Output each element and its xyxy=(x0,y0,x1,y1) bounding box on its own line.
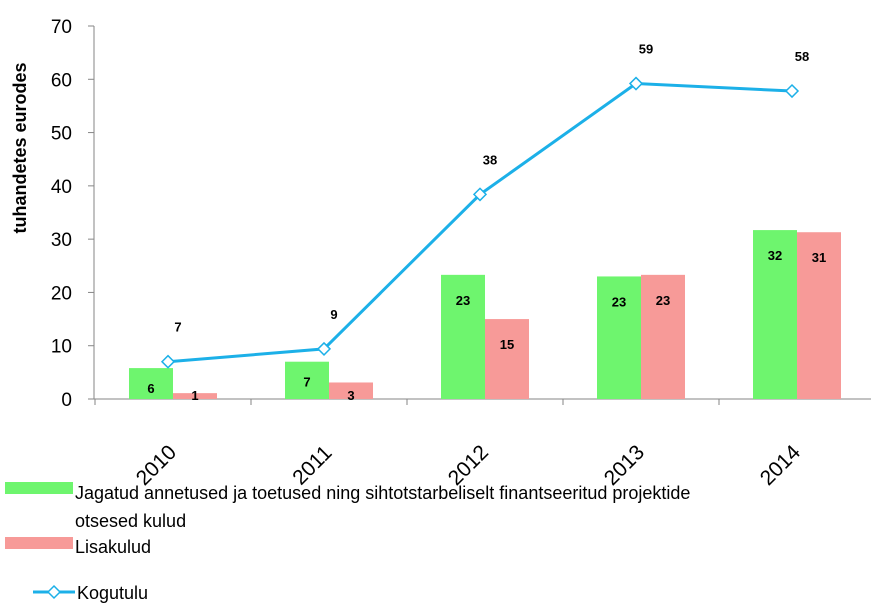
line-point xyxy=(628,76,644,91)
legend-label-jagatud-line2: otsesed kulud xyxy=(75,511,186,531)
bar xyxy=(441,274,485,399)
line-data-label: 58 xyxy=(795,49,809,64)
bar xyxy=(597,276,641,399)
legend: Jagatud annetused ja toetused ning sihto… xyxy=(5,482,690,603)
y-tick-label: 30 xyxy=(51,230,72,251)
bar xyxy=(129,368,173,399)
y-tick-label: 10 xyxy=(51,337,72,358)
y-tick-label: 70 xyxy=(51,17,72,38)
bar-data-label: 23 xyxy=(456,293,470,308)
y-tick-label: 0 xyxy=(61,390,72,411)
bar-data-label: 31 xyxy=(812,250,826,265)
line-point xyxy=(784,83,800,99)
bar-data-label: 6 xyxy=(147,381,154,396)
bar xyxy=(485,319,529,399)
bar xyxy=(797,232,841,399)
x-tick-label: 2014 xyxy=(756,441,806,491)
data-labels: 6 7 23 23 32 1 3 15 23 31 7 9 38 59 58 xyxy=(147,42,826,403)
line-data-label: 59 xyxy=(639,42,653,57)
legend-swatch-lisakulud xyxy=(5,537,73,549)
line-point xyxy=(472,187,488,202)
y-axis-title: tuhandetes eurodes xyxy=(10,62,30,233)
bars xyxy=(129,230,841,399)
bar-data-label: 32 xyxy=(768,248,782,263)
bar-data-label: 15 xyxy=(500,337,514,352)
line-data-label: 9 xyxy=(330,307,337,322)
bar xyxy=(329,382,373,399)
bar-data-label: 23 xyxy=(656,293,670,308)
bar xyxy=(173,393,217,399)
line-series xyxy=(160,76,800,369)
bar xyxy=(285,361,329,399)
bar-data-label: 3 xyxy=(347,388,354,403)
legend-swatch-kogutulu-marker xyxy=(46,584,62,600)
bar-data-label: 23 xyxy=(612,294,626,309)
bar xyxy=(753,230,797,399)
bar-data-label: 1 xyxy=(191,388,198,403)
line-point xyxy=(316,341,332,356)
line-point xyxy=(160,354,176,369)
y-tick-label: 40 xyxy=(51,177,72,198)
y-tick-label: 50 xyxy=(51,124,72,145)
y-tick-label: 20 xyxy=(51,283,72,304)
bar xyxy=(641,274,685,399)
line-data-label: 38 xyxy=(483,152,497,167)
legend-label-lisakulud: Lisakulud xyxy=(75,537,151,557)
line-data-label: 7 xyxy=(174,320,181,335)
y-tick-label: 60 xyxy=(51,70,72,91)
legend-swatch-jagatud xyxy=(5,482,73,494)
legend-label-jagatud-line1: Jagatud annetused ja toetused ning sihto… xyxy=(75,483,690,503)
bar-data-label: 7 xyxy=(303,375,310,390)
legend-label-kogutulu: Kogutulu xyxy=(77,583,148,603)
